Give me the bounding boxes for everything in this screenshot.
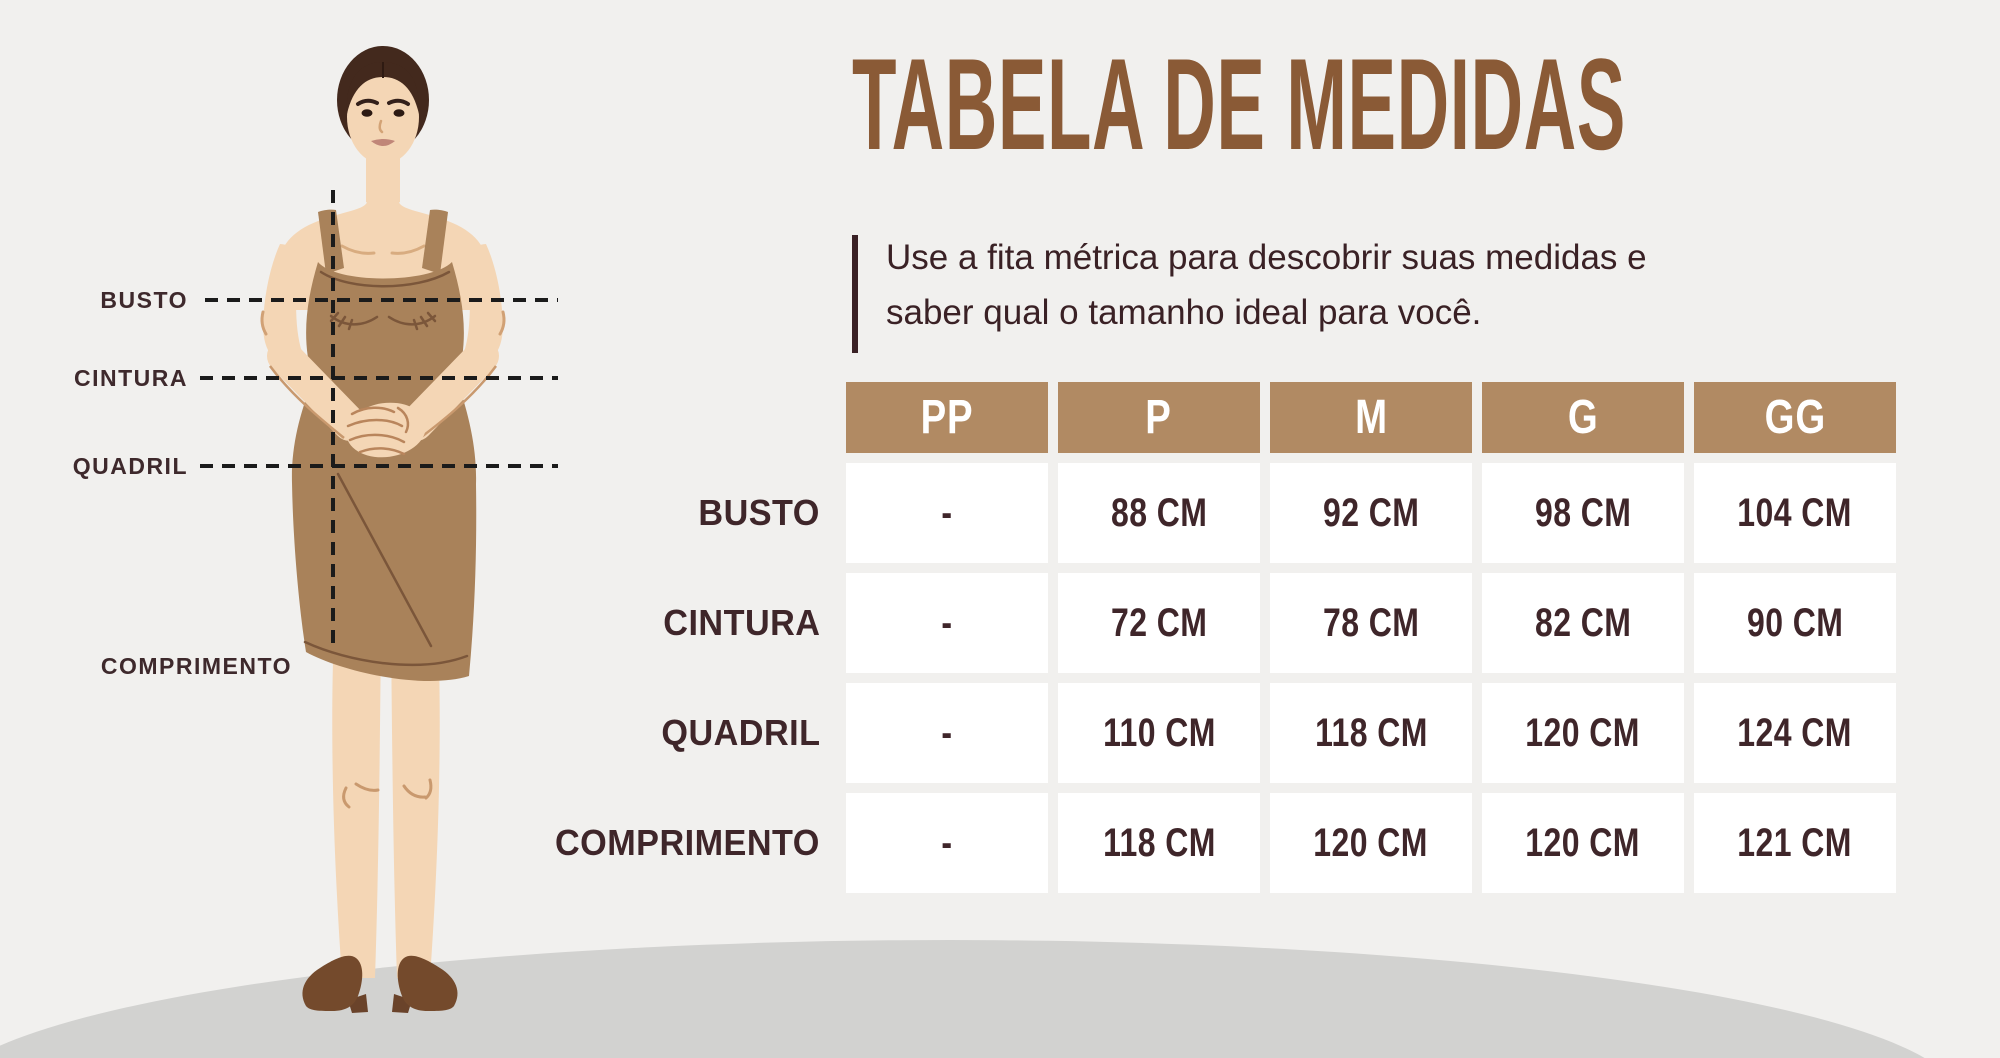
row-label-cintura: CINTURA (662, 602, 820, 643)
size-column-header-pp: PP (846, 382, 1048, 453)
measurement-cell: 121 CM (1694, 793, 1896, 893)
size-table: PP P M G GG BUSTO - 88 CM 92 CM 98 CM 10… (555, 382, 1896, 893)
size-column-header-g: G (1482, 382, 1684, 453)
measurement-cell: 118 CM (1270, 683, 1472, 783)
measurement-cell: 120 CM (1482, 683, 1684, 783)
measurement-cell: 124 CM (1694, 683, 1896, 783)
table-corner-spacer (570, 382, 836, 453)
forearms-hands (267, 339, 499, 458)
size-column-header-p: P (1058, 382, 1260, 453)
size-column-header-m: M (1270, 382, 1472, 453)
measurement-cell: 90 CM (1694, 573, 1896, 673)
size-column-header-gg: GG (1694, 382, 1896, 453)
figure-label-busto: BUSTO (100, 287, 188, 313)
measurement-cell: 118 CM (1058, 793, 1260, 893)
shoes (302, 955, 458, 1013)
figure-label-comprimento: COMPRIMENTO (100, 653, 292, 679)
woman-illustration (200, 46, 558, 1013)
row-label-busto: BUSTO (698, 492, 820, 533)
measurement-cell: 82 CM (1482, 573, 1684, 673)
row-label-comprimento: COMPRIMENTO (555, 822, 820, 863)
head (337, 46, 429, 164)
measurement-cell: 120 CM (1270, 793, 1472, 893)
figure-label-cintura: CINTURA (74, 365, 188, 391)
measure-lines (200, 190, 558, 652)
measurement-cell: - (846, 793, 1048, 893)
measurement-cell: 88 CM (1058, 463, 1260, 563)
measurement-cell: 72 CM (1058, 573, 1260, 673)
measurement-cell: - (846, 683, 1048, 783)
measurement-cell: 92 CM (1270, 463, 1472, 563)
measurement-cell: 98 CM (1482, 463, 1684, 563)
subtitle-line-1: Use a fita métrica para descobrir suas m… (886, 238, 1647, 277)
measurement-cell: - (846, 573, 1048, 673)
row-label-quadril: QUADRIL (660, 712, 820, 753)
measurement-cell: 78 CM (1270, 573, 1472, 673)
measurement-cell: 110 CM (1058, 683, 1260, 783)
measurement-cell: 120 CM (1482, 793, 1684, 893)
figure-label-quadril: QUADRIL (72, 453, 188, 479)
measurement-cell: 104 CM (1694, 463, 1896, 563)
legs (332, 630, 440, 978)
subtitle: Use a fita métrica para descobrir suas m… (852, 230, 1647, 353)
subtitle-text: Use a fita métrica para descobrir suas m… (886, 230, 1647, 353)
measurement-cell: - (846, 463, 1048, 563)
subtitle-line-2: saber qual o tamanho ideal para você. (886, 293, 1482, 332)
page-title: TABELA DE MEDIDAS (852, 31, 1626, 177)
subtitle-accent-bar (852, 235, 858, 353)
dress (291, 209, 477, 681)
